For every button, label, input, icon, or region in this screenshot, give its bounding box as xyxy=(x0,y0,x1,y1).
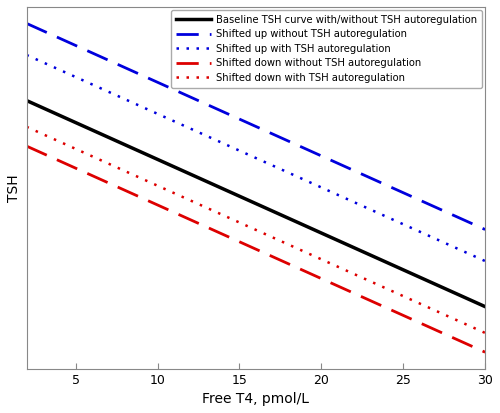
Shifted down with TSH autoregulation xyxy=(296,247,302,252)
Shifted down without TSH autoregulation xyxy=(24,144,30,149)
Shifted up without TSH autoregulation xyxy=(471,222,477,227)
Shifted down without TSH autoregulation xyxy=(242,242,248,247)
Shifted down with TSH autoregulation xyxy=(24,124,30,129)
Shifted down without TSH autoregulation xyxy=(244,243,250,248)
Shifted down without TSH autoregulation xyxy=(482,350,488,355)
Shifted up with TSH autoregulation xyxy=(400,221,406,226)
Baseline TSH curve with/without TSH autoregulation xyxy=(482,304,488,309)
Shifted up without TSH autoregulation xyxy=(242,119,248,124)
Shifted up with TSH autoregulation xyxy=(471,254,477,259)
X-axis label: Free T4, pmol/L: Free T4, pmol/L xyxy=(202,392,310,406)
Baseline TSH curve with/without TSH autoregulation xyxy=(242,196,248,201)
Shifted up without TSH autoregulation xyxy=(272,133,278,138)
Baseline TSH curve with/without TSH autoregulation xyxy=(24,98,30,103)
Legend: Baseline TSH curve with/without TSH autoregulation, Shifted up without TSH autor: Baseline TSH curve with/without TSH auto… xyxy=(171,10,482,88)
Line: Shifted up without TSH autoregulation: Shifted up without TSH autoregulation xyxy=(26,24,485,230)
Shifted down with TSH autoregulation xyxy=(400,293,406,298)
Baseline TSH curve with/without TSH autoregulation xyxy=(400,267,406,272)
Shifted down with TSH autoregulation xyxy=(244,223,250,228)
Shifted up with TSH autoregulation xyxy=(272,164,278,169)
Line: Baseline TSH curve with/without TSH autoregulation: Baseline TSH curve with/without TSH auto… xyxy=(26,100,485,306)
Shifted up with TSH autoregulation xyxy=(296,175,302,180)
Baseline TSH curve with/without TSH autoregulation xyxy=(296,221,302,225)
Shifted up without TSH autoregulation xyxy=(482,227,488,232)
Shifted down without TSH autoregulation xyxy=(272,255,278,260)
Shifted down with TSH autoregulation xyxy=(242,222,248,227)
Shifted up with TSH autoregulation xyxy=(24,52,30,57)
Shifted up with TSH autoregulation xyxy=(242,150,248,155)
Baseline TSH curve with/without TSH autoregulation xyxy=(272,209,278,214)
Shifted down with TSH autoregulation xyxy=(272,236,278,241)
Shifted up with TSH autoregulation xyxy=(244,152,250,157)
Shifted down without TSH autoregulation xyxy=(471,345,477,350)
Y-axis label: TSH: TSH xyxy=(7,174,21,202)
Line: Shifted up with TSH autoregulation: Shifted up with TSH autoregulation xyxy=(26,55,485,261)
Line: Shifted down with TSH autoregulation: Shifted down with TSH autoregulation xyxy=(26,127,485,333)
Shifted down without TSH autoregulation xyxy=(296,266,302,271)
Shifted down with TSH autoregulation xyxy=(471,325,477,330)
Shifted down without TSH autoregulation xyxy=(400,313,406,318)
Shifted up without TSH autoregulation xyxy=(244,120,250,125)
Shifted up with TSH autoregulation xyxy=(482,259,488,263)
Shifted up without TSH autoregulation xyxy=(24,21,30,26)
Shifted up without TSH autoregulation xyxy=(400,190,406,195)
Line: Shifted down without TSH autoregulation: Shifted down without TSH autoregulation xyxy=(26,146,485,352)
Shifted up without TSH autoregulation xyxy=(296,144,302,149)
Baseline TSH curve with/without TSH autoregulation xyxy=(471,299,477,304)
Shifted down with TSH autoregulation xyxy=(482,330,488,335)
Baseline TSH curve with/without TSH autoregulation xyxy=(244,197,250,202)
